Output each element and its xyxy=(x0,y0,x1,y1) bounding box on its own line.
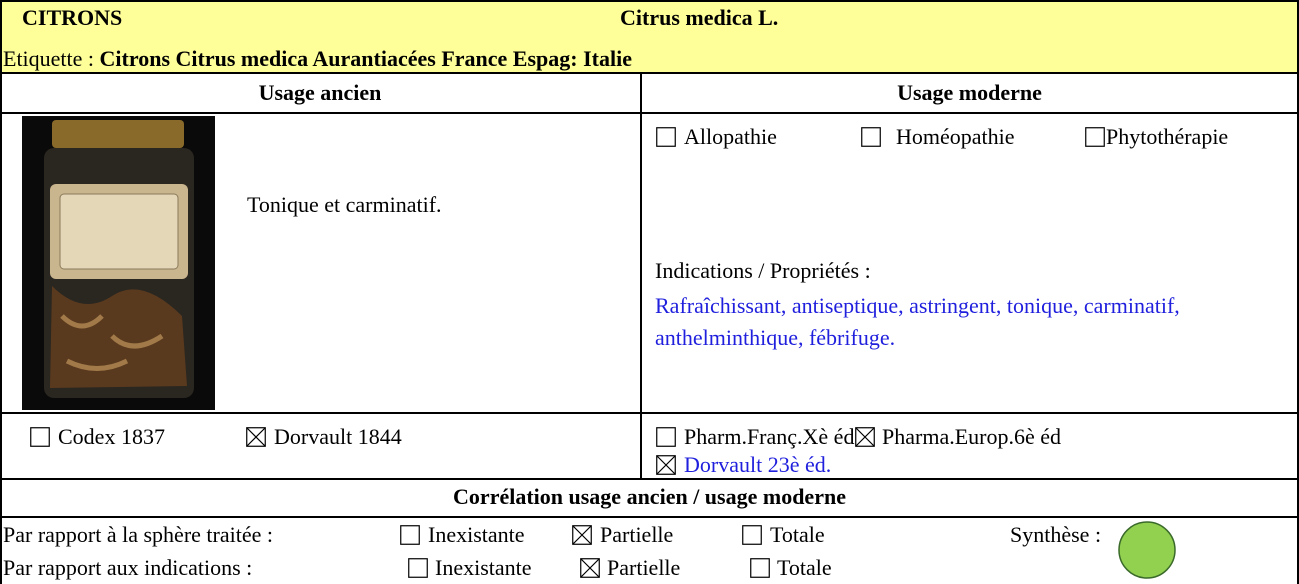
synthese-circle xyxy=(1118,521,1176,579)
type-label: Homéopathie xyxy=(896,124,1015,149)
checkbox xyxy=(656,427,676,447)
option-label: Totale xyxy=(777,555,832,580)
checkbox xyxy=(246,427,266,447)
source-label: Pharma.Europ.6è éd xyxy=(882,424,1061,449)
border xyxy=(0,478,1299,480)
synthese-label: Synthèse : xyxy=(1010,522,1102,547)
checkbox-box xyxy=(656,455,676,475)
label-prefix: Etiquette : xyxy=(3,46,95,71)
checkbox xyxy=(400,525,420,545)
checkbox-box xyxy=(656,427,676,447)
option-label: Totale xyxy=(770,522,825,547)
label-text: Citrons Citrus medica Aurantiacées Franc… xyxy=(99,46,632,71)
column-title: Usage moderne xyxy=(897,80,1042,105)
checkbox-box xyxy=(30,427,50,447)
checkbox-box xyxy=(580,558,600,578)
check-mark xyxy=(855,427,875,447)
indications-title: Indications / Propriétés : xyxy=(655,258,871,283)
checkbox xyxy=(580,558,600,578)
border xyxy=(0,412,1299,414)
option-label: Partielle xyxy=(607,555,681,580)
checkbox xyxy=(1085,127,1105,147)
checkbox-box xyxy=(750,558,770,578)
column-title: Usage ancien xyxy=(258,80,382,105)
latin-name: Citrus medica L. xyxy=(620,5,779,30)
border xyxy=(1297,0,1299,584)
row-label: Par rapport à la sphère traitée : xyxy=(3,522,273,547)
border xyxy=(0,72,1299,74)
checkbox xyxy=(656,455,676,475)
source-label: Dorvault 23è éd. xyxy=(684,452,832,477)
checkbox xyxy=(861,127,881,147)
checkbox-box xyxy=(656,127,676,147)
checkbox xyxy=(408,558,428,578)
ancien-text: Tonique et carminatif. xyxy=(247,192,442,217)
checkbox xyxy=(656,127,676,147)
checkbox-box xyxy=(1085,127,1105,147)
border xyxy=(0,112,1299,114)
checkbox-box xyxy=(246,427,266,447)
checkbox xyxy=(30,427,50,447)
checkbox-box xyxy=(408,558,428,578)
checkbox xyxy=(572,525,592,545)
source-label: Dorvault 1844 xyxy=(274,424,402,449)
correlation-title: Corrélation usage ancien / usage moderne xyxy=(453,484,846,509)
check-mark xyxy=(580,558,600,578)
border xyxy=(0,0,2,584)
checkbox-box xyxy=(400,525,420,545)
source-label: Pharm.Franç.Xè éd xyxy=(684,424,855,449)
checkbox xyxy=(742,525,762,545)
indications: Rafraîchissant, antiseptique, astringent… xyxy=(655,293,1180,350)
checkbox-box xyxy=(742,525,762,545)
checkbox-box xyxy=(572,525,592,545)
border xyxy=(0,0,1299,2)
checkbox xyxy=(855,427,875,447)
row-label: Par rapport aux indications : xyxy=(3,555,253,580)
type-label: Allopathie xyxy=(684,124,777,149)
header-band xyxy=(0,0,1299,72)
option-label: Inexistante xyxy=(435,555,532,580)
check-mark xyxy=(572,525,592,545)
border xyxy=(0,516,1299,518)
checkbox-box xyxy=(855,427,875,447)
source-label: Codex 1837 xyxy=(58,424,165,449)
type-label: Phytothérapie xyxy=(1106,124,1229,149)
checkbox-box xyxy=(861,127,881,147)
border xyxy=(640,72,642,478)
jar-photo xyxy=(22,116,215,410)
plant-name: CITRONS xyxy=(22,5,123,30)
label-line: Etiquette : Citrons Citrus medica Aurant… xyxy=(3,46,632,72)
checkbox xyxy=(750,558,770,578)
option-label: Partielle xyxy=(600,522,674,547)
check-mark xyxy=(656,455,676,475)
check-mark xyxy=(246,427,266,447)
option-label: Inexistante xyxy=(428,522,525,547)
synthese-indicator xyxy=(1118,521,1176,579)
